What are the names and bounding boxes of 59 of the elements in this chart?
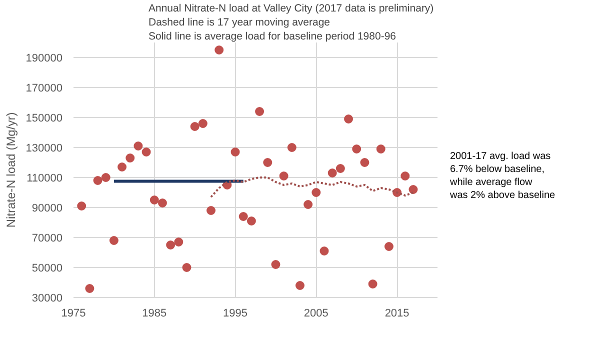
point (126, 154, 135, 162)
point (376, 144, 386, 154)
point (150, 196, 159, 204)
point (109, 236, 118, 245)
point (134, 142, 143, 150)
x-tick-label: 2005 (304, 308, 328, 320)
point (246, 216, 256, 226)
point (101, 173, 110, 182)
point (336, 164, 345, 173)
chart-title: Annual Nitrate-N load at Valley City (2017 data is preliminary) (148, 2, 434, 14)
point (166, 240, 176, 250)
y-axis-title: Nitrate-N load (Mg/yr) (4, 112, 18, 228)
point (190, 122, 200, 131)
point (263, 158, 272, 167)
point (400, 172, 410, 180)
point (182, 263, 192, 272)
chart-subtitle: Dashed line is 17 year moving average (148, 16, 330, 28)
point (85, 284, 94, 293)
y-tick-label: 90000 (32, 202, 63, 214)
point (118, 162, 127, 172)
point (255, 107, 264, 116)
point (312, 188, 321, 197)
y-tick-label: 150000 (26, 112, 63, 124)
point (295, 281, 304, 290)
annotation: Solid line is average load for baseline period 1980-96 (148, 30, 396, 42)
point (230, 148, 240, 156)
point (206, 206, 216, 215)
point (384, 242, 394, 251)
x-tick-label: 1975 (61, 308, 86, 320)
point (174, 238, 184, 246)
point (77, 202, 86, 210)
x-tick-label: 2015 (384, 308, 410, 320)
y-tick-label: 50000 (32, 262, 63, 274)
y-tick-label: 70000 (32, 232, 63, 244)
y-tick-label: 30000 (32, 292, 63, 304)
y-tick-label: 110000 (26, 172, 62, 184)
point (304, 200, 313, 209)
point (279, 172, 288, 180)
y-tick-label: 190000 (26, 52, 63, 64)
point (198, 119, 208, 128)
point (271, 260, 280, 269)
point (352, 144, 362, 154)
point (328, 168, 337, 178)
point (360, 158, 370, 167)
point (408, 185, 418, 194)
point (214, 46, 224, 54)
point (344, 114, 354, 124)
x-tick-label: 1995 (223, 308, 248, 320)
text: 2001-17 avg. load was 6.7% below baseline, while average flow was 2% above baseline (450, 150, 556, 202)
point (142, 148, 151, 156)
point (93, 176, 102, 185)
point (158, 198, 167, 208)
point (238, 212, 248, 221)
point (368, 280, 378, 288)
point (320, 246, 329, 256)
y-tick-label: 170000 (26, 82, 63, 94)
y-tick-label: 130000 (26, 142, 63, 154)
x-tick-label: 1985 (142, 308, 167, 320)
point (287, 143, 296, 152)
